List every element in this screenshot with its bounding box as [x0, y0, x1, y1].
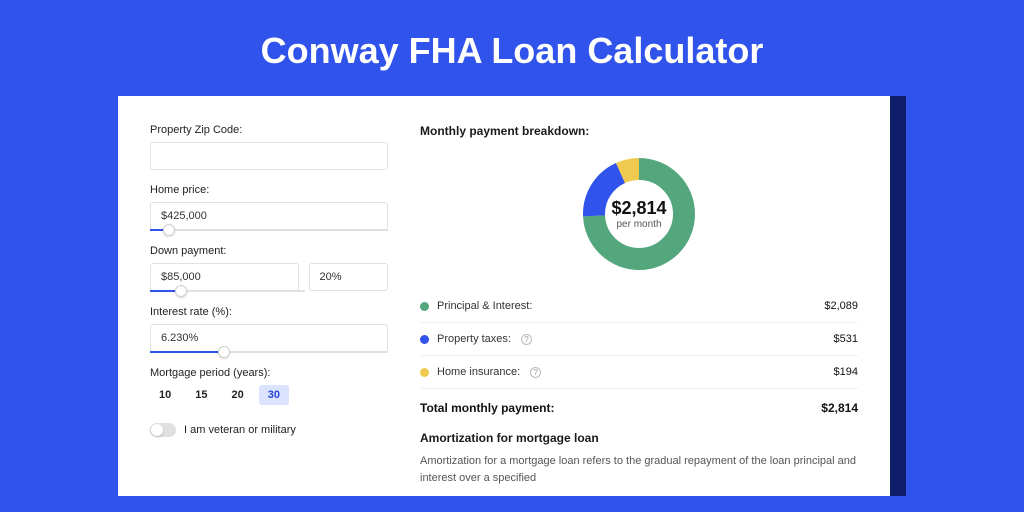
- interest-rate-slider[interactable]: [150, 351, 388, 353]
- home-price-group: Home price:: [150, 184, 388, 231]
- zip-group: Property Zip Code:: [150, 124, 388, 170]
- legend-dot-icon: [420, 368, 429, 377]
- breakdown-title: Monthly payment breakdown:: [420, 124, 858, 138]
- home-price-label: Home price:: [150, 184, 388, 196]
- down-payment-slider[interactable]: [150, 290, 305, 292]
- total-row: Total monthly payment: $2,814: [420, 389, 858, 431]
- legend-label: Property taxes:: [437, 333, 511, 345]
- period-options: 10 15 20 30: [150, 385, 388, 405]
- down-payment-amount-input[interactable]: [150, 263, 299, 291]
- home-price-slider[interactable]: [150, 229, 388, 231]
- total-value: $2,814: [821, 401, 858, 415]
- help-icon[interactable]: ?: [530, 367, 541, 378]
- down-payment-label: Down payment:: [150, 245, 388, 257]
- legend-left: Property taxes:?: [420, 333, 532, 345]
- zip-input[interactable]: [150, 142, 388, 170]
- calculator-card: Property Zip Code: Home price: Down paym…: [118, 96, 890, 496]
- zip-label: Property Zip Code:: [150, 124, 388, 136]
- period-btn-10[interactable]: 10: [150, 385, 180, 405]
- period-btn-15[interactable]: 15: [186, 385, 216, 405]
- home-price-input[interactable]: [150, 202, 388, 230]
- mortgage-period-group: Mortgage period (years): 10 15 20 30: [150, 367, 388, 405]
- veteran-label: I am veteran or military: [184, 424, 296, 436]
- slider-thumb[interactable]: [218, 346, 230, 358]
- inputs-panel: Property Zip Code: Home price: Down paym…: [150, 124, 388, 496]
- down-payment-group: Down payment:: [150, 245, 388, 292]
- help-icon[interactable]: ?: [521, 334, 532, 345]
- legend-value: $531: [834, 333, 858, 345]
- down-payment-percent-input[interactable]: [309, 263, 389, 291]
- interest-rate-input[interactable]: [150, 324, 388, 352]
- donut-chart: $2,814 per month: [579, 154, 699, 274]
- veteran-toggle-row: I am veteran or military: [150, 423, 388, 437]
- amortization-title: Amortization for mortgage loan: [420, 431, 858, 445]
- legend-left: Home insurance:?: [420, 366, 541, 378]
- slider-fill: [150, 351, 224, 353]
- amortization-text: Amortization for a mortgage loan refers …: [420, 453, 858, 486]
- period-btn-20[interactable]: 20: [223, 385, 253, 405]
- legend-row: Principal & Interest: $2,089: [420, 290, 858, 323]
- legend-value: $194: [834, 366, 858, 378]
- interest-rate-group: Interest rate (%):: [150, 306, 388, 353]
- period-btn-30[interactable]: 30: [259, 385, 289, 405]
- interest-rate-label: Interest rate (%):: [150, 306, 388, 318]
- legend-row: Property taxes:? $531: [420, 323, 858, 356]
- total-label: Total monthly payment:: [420, 401, 554, 415]
- legend-left: Principal & Interest:: [420, 300, 532, 312]
- slider-thumb[interactable]: [163, 224, 175, 236]
- slider-thumb[interactable]: [175, 285, 187, 297]
- legend-label: Home insurance:: [437, 366, 520, 378]
- legend-list: Principal & Interest: $2,089 Property taxe…: [420, 290, 858, 389]
- legend-dot-icon: [420, 302, 429, 311]
- card-shadow: Property Zip Code: Home price: Down paym…: [118, 96, 906, 496]
- page-title: Conway FHA Loan Calculator: [0, 0, 1024, 96]
- legend-value: $2,089: [824, 300, 858, 312]
- mortgage-period-label: Mortgage period (years):: [150, 367, 388, 379]
- donut-sub: per month: [611, 219, 666, 230]
- legend-row: Home insurance:? $194: [420, 356, 858, 389]
- veteran-toggle[interactable]: [150, 423, 176, 437]
- breakdown-panel: Monthly payment breakdown: $2,814 per mo…: [420, 124, 858, 496]
- donut-container: $2,814 per month: [420, 148, 858, 290]
- legend-label: Principal & Interest:: [437, 300, 532, 312]
- legend-dot-icon: [420, 335, 429, 344]
- donut-center: $2,814 per month: [611, 198, 666, 230]
- donut-amount: $2,814: [611, 198, 666, 219]
